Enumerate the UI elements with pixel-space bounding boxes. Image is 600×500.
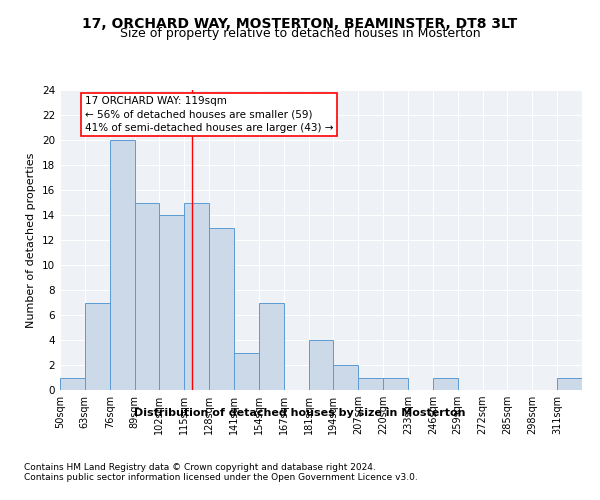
Bar xyxy=(433,378,458,390)
Text: Distribution of detached houses by size in Mosterton: Distribution of detached houses by size … xyxy=(134,408,466,418)
Text: 17 ORCHARD WAY: 119sqm
← 56% of detached houses are smaller (59)
41% of semi-det: 17 ORCHARD WAY: 119sqm ← 56% of detached… xyxy=(85,96,334,132)
Bar xyxy=(60,378,85,390)
Text: 17, ORCHARD WAY, MOSTERTON, BEAMINSTER, DT8 3LT: 17, ORCHARD WAY, MOSTERTON, BEAMINSTER, … xyxy=(82,18,518,32)
Bar xyxy=(358,378,383,390)
Bar xyxy=(160,215,184,390)
Y-axis label: Number of detached properties: Number of detached properties xyxy=(26,152,37,328)
Bar xyxy=(383,378,408,390)
Bar xyxy=(334,365,358,390)
Bar xyxy=(557,378,582,390)
Text: Contains HM Land Registry data © Crown copyright and database right 2024.: Contains HM Land Registry data © Crown c… xyxy=(24,462,376,471)
Bar xyxy=(110,140,134,390)
Bar xyxy=(134,202,160,390)
Bar xyxy=(259,302,284,390)
Bar xyxy=(184,202,209,390)
Bar xyxy=(308,340,334,390)
Bar xyxy=(85,302,110,390)
Bar xyxy=(234,352,259,390)
Text: Contains public sector information licensed under the Open Government Licence v3: Contains public sector information licen… xyxy=(24,472,418,482)
Text: Size of property relative to detached houses in Mosterton: Size of property relative to detached ho… xyxy=(119,28,481,40)
Bar xyxy=(209,228,234,390)
